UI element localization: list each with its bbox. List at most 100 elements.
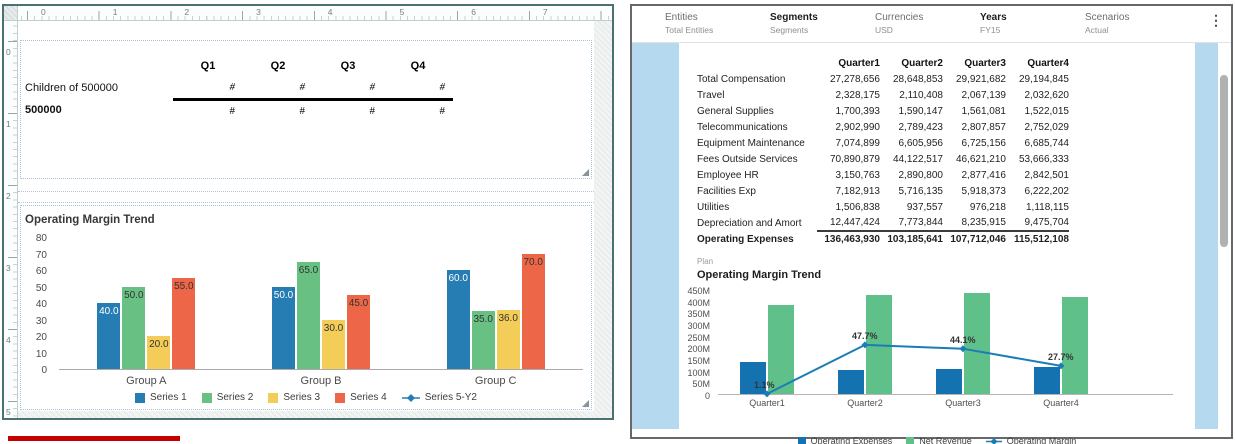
legend-label: Series 2 [216,392,254,403]
ruler-number: 1 [6,119,11,129]
y-tick-label: 100M [687,367,710,378]
pov-dimension-label: Years [980,12,1007,23]
design-grid-cell[interactable]: # [313,77,383,101]
x-axis-category-label: Group C [474,375,517,387]
y-tick-label: 350M [687,309,710,320]
bar-value-label: 50.0 [124,289,144,301]
table-column-header: Quarter1 [838,57,880,69]
cell-value: 44,122,517 [892,153,943,165]
cell-value: 2,807,857 [961,121,1007,133]
pov-dimension-years[interactable]: Years FY15 [980,12,1085,42]
legend-item: Operating Margin [985,436,1076,444]
y-tick-label: 200M [687,344,710,355]
cell-value: 2,902,990 [835,121,881,133]
design-grid-cell[interactable]: # [243,77,313,101]
cell-value: 7,773,844 [898,217,944,228]
cell-value: 2,789,423 [898,121,944,133]
report-preview-panel: Entities Total Entities Segments Segments Cu… [630,4,1233,444]
cell-value: 5,716,135 [898,185,944,197]
legend-swatch [335,392,346,403]
chart-object[interactable]: Operating Margin Trend 80 70 60 50 40 30 20 10 0… [20,205,592,410]
row-label: Total Compensation [697,73,786,85]
cell-value: 937,557 [906,201,943,213]
design-grid-cell[interactable]: # [173,77,243,101]
cell-value: 6,605,956 [898,137,944,149]
x-axis-category-label: Group B [300,375,342,387]
chart-bar: 30.0 [322,319,345,369]
y-tick-label: 0 [41,365,47,376]
table-corner-cell [697,55,817,71]
line-point-label: 27.7% [1048,351,1074,362]
cell-value: 2,032,620 [1024,89,1070,101]
preview-chart-plot: Quarter1 Quarter2 Quarter3 Quarter4 1.1% 47.7… [718,290,1173,408]
design-grid-row-label[interactable]: Children of 500000 [25,82,118,94]
cell-value: 29,921,682 [955,73,1006,85]
pov-dimension-value: FY15 [980,25,1001,35]
chart-bar-group: 40.0 50.0 20.0 55.0 Group A [59,238,234,387]
designer-chart-title: Operating Margin Trend [25,214,155,226]
y-tick-label: 400M [687,297,710,308]
legend-label: Series 4 [350,392,387,403]
cell-value: 6,685,744 [1024,137,1070,149]
design-grid-cell[interactable]: # [299,104,306,117]
pov-dimension-value: Total Entities [665,25,714,35]
scrollbar-thumb[interactable] [1220,75,1228,247]
legend-swatch [906,437,915,444]
row-label: General Supplies [697,105,774,117]
kebab-menu-icon[interactable]: ⋮ [1209,12,1223,28]
grid-object[interactable]: Q1 Q2 Q3 Q4 Children of 500000 # # # #500000 # # # # [20,40,592,179]
chart-bar: 45.0 [347,294,370,369]
pov-dimension-entities[interactable]: Entities Total Entities [665,12,770,42]
ruler-number: 0 [6,47,11,57]
cell-value: 53,666,333 [1018,153,1069,165]
design-grid-table[interactable]: Q1 Q2 Q3 Q4 Children of 500000 # # # #500000 # # # # [21,55,453,121]
resize-handle-icon[interactable] [582,400,589,407]
scrollbar-track[interactable] [1218,43,1231,435]
design-grid-cell[interactable]: # [369,104,376,117]
ruler-number: 2 [6,191,11,201]
design-grid-column-header[interactable]: Q3 [340,60,356,72]
row-label: Travel [697,89,725,101]
design-grid-cell[interactable]: # [229,104,236,117]
row-label: Utilities [697,201,730,213]
preview-chart-title: Operating Margin Trend [697,269,822,281]
pov-dimension-segments[interactable]: Segments Segments [770,12,875,42]
ruler-number: 1 [112,7,118,17]
ruler-number: 4 [6,335,11,345]
x-axis-category-label: Quarter3 [945,398,981,408]
ruler-number: 5 [399,7,405,17]
design-grid-cell[interactable]: # [439,104,446,117]
bar-value-label: 45.0 [348,297,369,309]
table-row: Total Compensation 27,278,656 28,648,853 29… [697,71,1069,87]
x-axis-category-label: Quarter2 [847,398,883,408]
pov-dimension-scenarios[interactable]: Scenarios Actual [1085,12,1190,42]
design-grid-cell[interactable] [21,55,173,77]
design-grid-column-header[interactable]: Q4 [410,60,426,72]
cell-value: 46,621,210 [955,153,1006,165]
y-tick-label: 30 [35,315,47,327]
y-tick-label: 50M [692,379,710,390]
resize-handle-icon[interactable] [582,169,589,176]
design-grid-cell[interactable]: # [383,77,453,101]
chart-bar: 50.0 [122,286,146,369]
table-total-row: Operating Expenses 136,463,930 103,185,641… [697,230,1069,247]
chart-bar: 60.0 [446,270,470,369]
cell-value: 6,222,202 [1024,185,1070,197]
chart-bar [740,362,766,394]
ruler-number: 3 [256,7,261,17]
cell-value: 5,918,373 [961,185,1007,197]
bar-value-label: 65.0 [298,264,319,276]
design-grid-row-label[interactable]: 500000 [25,104,62,116]
line-point-label: 1.1% [754,379,775,390]
design-grid-column-header[interactable]: Q1 [200,60,216,72]
design-grid-column-header[interactable]: Q2 [270,60,286,72]
row-label: Facilities Exp [697,185,756,197]
y-tick-label: 10 [35,348,47,360]
legend-swatch [268,392,279,403]
cell-value: 2,842,501 [1024,169,1070,181]
ruler-corner [4,6,18,21]
chart-bar: 20.0 [147,336,171,369]
pov-dimension-currencies[interactable]: Currencies USD [875,12,980,42]
legend-label: Operating Expenses [810,436,893,444]
legend-item: Series 5-Y2 [401,392,477,403]
